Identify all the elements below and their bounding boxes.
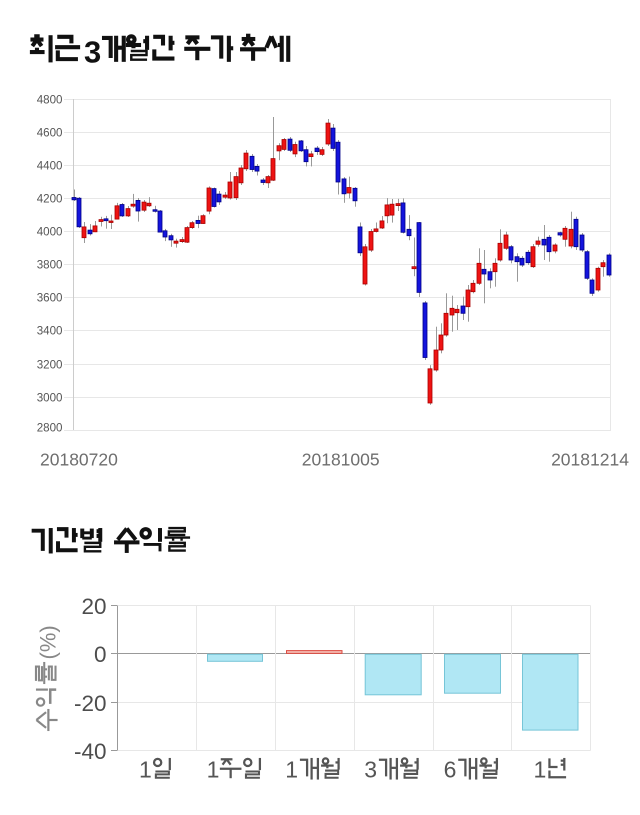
svg-text:1: 1: [139, 757, 152, 783]
svg-text:2800: 2800: [37, 421, 63, 434]
svg-text:4000: 4000: [37, 226, 63, 239]
svg-text:3: 3: [84, 35, 101, 70]
svg-text:3800: 3800: [37, 259, 63, 272]
svg-text:20181214: 20181214: [551, 450, 629, 470]
svg-text:4200: 4200: [37, 193, 63, 206]
svg-text:20: 20: [81, 594, 106, 619]
svg-text:0: 0: [94, 642, 107, 667]
svg-text:1: 1: [285, 757, 298, 783]
svg-text:4400: 4400: [37, 160, 63, 173]
svg-text:1: 1: [207, 757, 220, 783]
svg-text:(%): (%): [36, 625, 61, 659]
svg-text:3400: 3400: [37, 325, 63, 338]
svg-text:20181005: 20181005: [302, 450, 380, 470]
svg-text:3: 3: [364, 757, 377, 783]
svg-text:6: 6: [444, 757, 457, 783]
svg-text:-20: -20: [74, 691, 107, 716]
svg-text:3600: 3600: [37, 292, 63, 305]
svg-text:1: 1: [534, 757, 547, 783]
svg-text:4800: 4800: [37, 94, 63, 107]
svg-text:3000: 3000: [37, 392, 63, 405]
svg-text:3200: 3200: [37, 359, 63, 372]
svg-text:4600: 4600: [37, 127, 63, 140]
svg-text:20180720: 20180720: [40, 450, 118, 470]
svg-text:-40: -40: [74, 739, 107, 764]
